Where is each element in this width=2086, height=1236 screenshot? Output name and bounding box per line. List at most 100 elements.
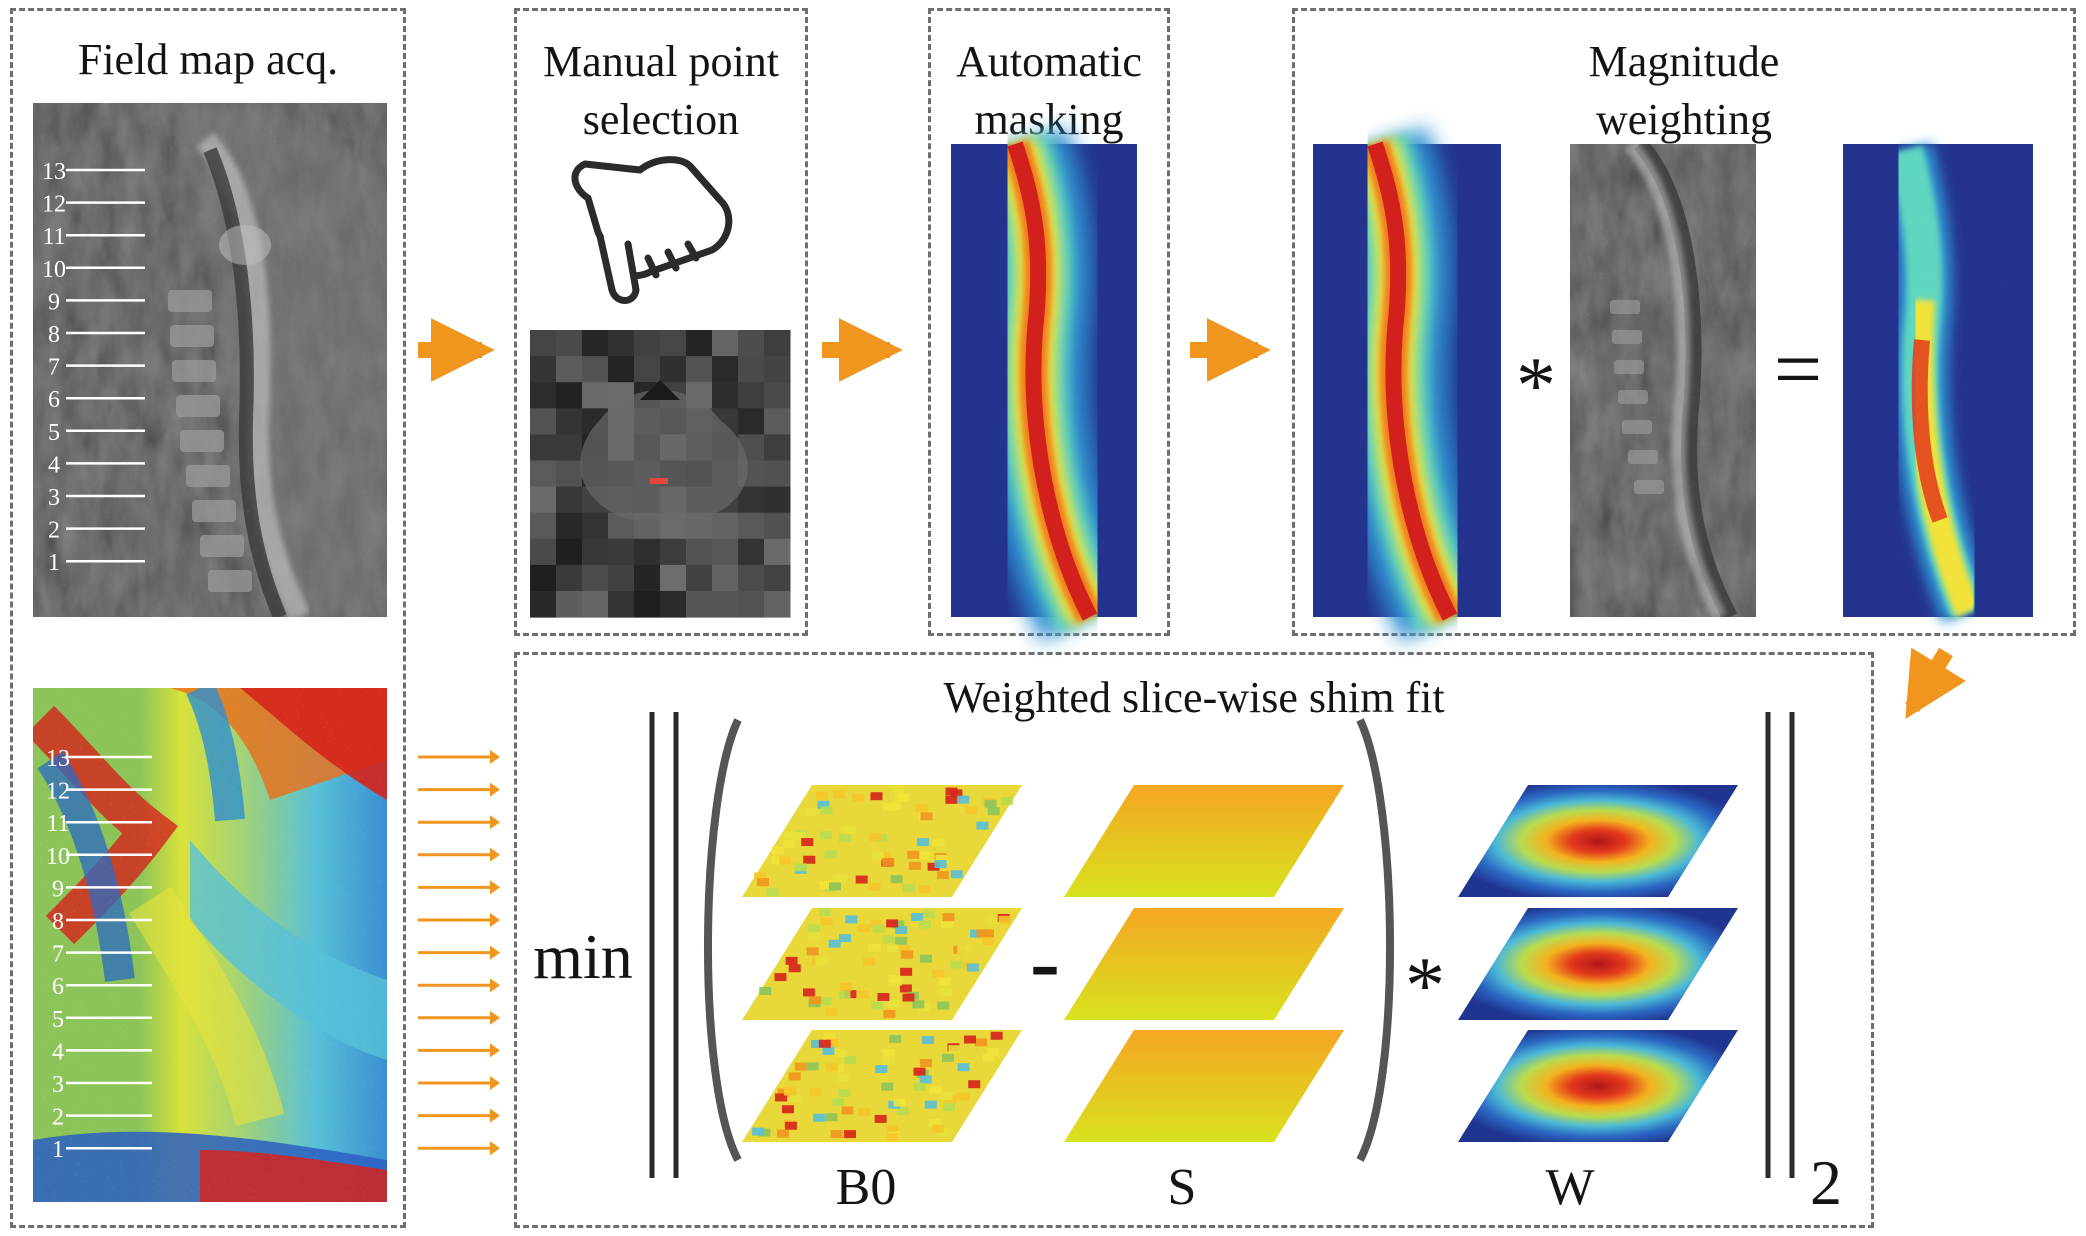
b0-cell — [875, 1065, 888, 1074]
b0-cell — [856, 990, 869, 999]
axial-pixel — [764, 538, 791, 566]
b0-cell — [948, 1045, 961, 1054]
b0-cell — [840, 982, 853, 991]
slice-top-label: 12 — [42, 192, 66, 218]
axial-pixel — [530, 408, 557, 435]
axial-pixel — [556, 382, 583, 409]
slice-arrowhead — [490, 978, 500, 993]
b0-cell — [990, 1031, 1003, 1040]
b0-cell — [889, 1034, 902, 1043]
b0-cell — [890, 875, 903, 884]
norm-subscript: 2 — [1810, 1147, 1842, 1218]
slice-lines-top: 13 12 11 10 9 8 7 6 5 4 3 2 1 — [42, 159, 145, 576]
axial-pixel — [738, 512, 765, 540]
slice-arrowhead — [490, 1010, 500, 1025]
axial-pixel — [712, 591, 739, 618]
axial-pixel — [530, 460, 557, 488]
axial-pixel — [738, 486, 765, 514]
slice-bottom-label: 5 — [52, 1007, 64, 1033]
b0-cell — [877, 992, 890, 1001]
b0-cell — [759, 986, 772, 995]
pointing-hand-icon — [571, 156, 733, 304]
axial-pixel — [686, 330, 713, 357]
right-parenthesis — [1356, 718, 1394, 1162]
axial-pixel — [530, 512, 557, 540]
axial-pixel — [634, 538, 661, 566]
b0-cell — [775, 1093, 788, 1102]
axial-pixel — [530, 486, 557, 514]
b0-cell — [875, 833, 888, 842]
axial-pixel — [712, 564, 739, 592]
b0-cell — [809, 996, 822, 1005]
axial-pixel — [530, 434, 557, 461]
b0-cell — [843, 826, 856, 835]
axial-pixel — [582, 330, 609, 357]
axial-pixel — [556, 512, 583, 540]
b0-cell — [777, 1129, 790, 1138]
panel-field-map: Field map acq. — [10, 8, 406, 1228]
b0-cell — [862, 957, 875, 966]
axial-pixel — [530, 356, 557, 383]
b0-cell — [855, 875, 868, 884]
b0-cell — [756, 878, 769, 887]
axial-pixel — [660, 564, 687, 592]
b0-cell — [858, 1107, 871, 1116]
b0-cell — [870, 792, 883, 801]
slice-arrowhead — [490, 750, 500, 764]
slice-arrowhead — [490, 1043, 500, 1058]
b0-cell — [968, 1080, 981, 1089]
axial-pixel — [686, 538, 713, 566]
slice-top-label: 7 — [48, 355, 60, 381]
b0-cell — [924, 1100, 937, 1109]
b0-cell — [838, 990, 851, 999]
b0-cell — [976, 821, 989, 830]
b0-cell — [965, 806, 978, 815]
axial-pixel — [556, 356, 583, 383]
b0-cell — [790, 1094, 803, 1103]
b0-cell — [882, 1057, 895, 1066]
slice-bottom-label: 3 — [52, 1072, 64, 1098]
norm-right-bars — [1765, 712, 1795, 1178]
s-slice — [1064, 785, 1344, 897]
b0-cell — [891, 785, 904, 794]
axial-pixel — [712, 538, 739, 566]
b0-cell — [957, 795, 970, 804]
b0-cell — [883, 1009, 896, 1018]
b0-cell — [857, 924, 870, 933]
b0-cell — [874, 1114, 887, 1123]
b0-cell — [809, 1087, 822, 1096]
b0-cell — [916, 838, 929, 847]
b0-cell — [772, 846, 785, 855]
b0-cell — [950, 789, 963, 798]
b0-cell — [888, 999, 901, 1008]
axial-pixel — [686, 356, 713, 383]
b0-cell — [823, 1032, 836, 1041]
b0-cell — [913, 1082, 926, 1091]
b0-cell — [984, 799, 997, 808]
multiply-operator-eq: * — [1405, 942, 1445, 1030]
b0-cell — [844, 1055, 857, 1064]
slice-bottom-label: 4 — [52, 1039, 64, 1065]
slice-top-label: 5 — [48, 420, 60, 446]
axial-pixel — [556, 591, 583, 618]
axial-pixel — [582, 356, 609, 383]
b0-cell — [987, 916, 1000, 925]
b0-cell — [919, 851, 932, 860]
weighting-title-line2: weighting — [1596, 95, 1772, 144]
minus-operator: - — [1030, 913, 1060, 1012]
flow-arrows — [418, 318, 1966, 719]
slice-bottom-label: 1 — [52, 1137, 64, 1163]
b0-cell — [788, 1072, 801, 1081]
b0-cell — [806, 1062, 819, 1071]
b0-cell — [871, 851, 884, 860]
b0-cell — [815, 957, 828, 966]
b0-cell — [817, 800, 830, 809]
b0-cell — [942, 913, 955, 922]
slice-bottom-label: 8 — [52, 909, 64, 935]
axial-pixel — [660, 538, 687, 566]
w-slice-stack — [1458, 785, 1738, 1142]
slice-arrowhead — [490, 1108, 500, 1123]
b0-cell — [766, 888, 779, 897]
b0-cell — [826, 1063, 839, 1072]
b0-cell — [887, 944, 900, 953]
